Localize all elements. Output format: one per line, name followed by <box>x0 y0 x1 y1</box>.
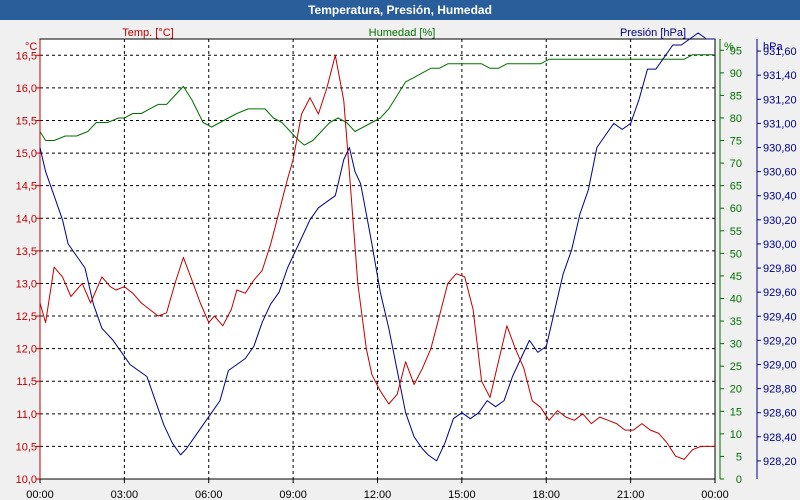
series-layer <box>39 32 715 462</box>
humidity-tick-label: 75 <box>730 136 742 148</box>
pressure-tick-label: 931,00 <box>763 118 797 130</box>
temperature-tick-label: 16,0 <box>16 83 37 95</box>
humidity-tick-label: 15 <box>730 406 742 418</box>
time-tick-label: 18:00 <box>532 489 560 500</box>
humidity-tick-label: 25 <box>730 361 742 373</box>
humidity-tick-label: 60 <box>730 203 742 215</box>
humidity-tick-label: 35 <box>730 316 742 328</box>
pressure-tick-label: 930,40 <box>763 191 797 203</box>
temperature-tick-label: 14,0 <box>16 213 37 225</box>
humidity-tick-label: 55 <box>730 226 742 238</box>
temperature-tick-label: 10,0 <box>16 474 37 486</box>
humidity-tick-label: 85 <box>730 90 742 102</box>
humidity-tick-label: 10 <box>730 429 742 441</box>
chart-canvas: °C Temp. [°C] 10,0 10,5 11,0 11,5 12,0 12,5 13… <box>16 27 797 500</box>
pressure-tick-label: 930,20 <box>763 215 797 227</box>
chart-title: Temperatura, Presión, Humedad <box>0 0 800 20</box>
pressure-tick-label: 929,40 <box>763 311 797 323</box>
pressure-tick-label: 928,40 <box>763 432 797 444</box>
pressure-axis-title: Presión [hPa] <box>620 27 686 39</box>
humidity-series-line <box>39 54 715 146</box>
pressure-tick-label: 929,00 <box>763 359 797 371</box>
humidity-tick-label: 65 <box>730 181 742 193</box>
time-tick-label: 00:00 <box>701 489 729 500</box>
humidity-tick-label: 90 <box>730 68 742 80</box>
temperature-tick-label: 15,0 <box>16 148 37 160</box>
pressure-tick-label: 928,80 <box>763 384 797 396</box>
temperature-tick-label: 11,0 <box>16 409 37 421</box>
time-tick-label: 09:00 <box>279 489 307 500</box>
pressure-tick-label: 928,20 <box>763 456 797 468</box>
time-tick-label: 12:00 <box>364 489 392 500</box>
humidity-tick-label: 40 <box>730 293 742 305</box>
humidity-unit: % <box>724 41 734 53</box>
temperature-tick-label: 10,5 <box>16 441 37 453</box>
humidity-tick-label: 80 <box>730 113 742 125</box>
humidity-tick-label: 95 <box>730 45 742 57</box>
time-tick-label: 00:00 <box>26 489 54 500</box>
pressure-tick-label: 931,20 <box>763 94 797 106</box>
humidity-tick-label: 30 <box>730 339 742 351</box>
humidity-axis-title: Humedad [%] <box>369 27 436 39</box>
humidity-tick-label: 50 <box>730 248 742 260</box>
pressure-tick-label: 928,60 <box>763 408 797 420</box>
gridlines <box>40 39 715 479</box>
time-tick-label: 06:00 <box>195 489 223 500</box>
pressure-tick-label: 931,40 <box>763 70 797 82</box>
temperature-tick-label: 16,5 <box>16 50 37 62</box>
humidity-tick-label: 5 <box>736 451 742 463</box>
pressure-tick-label: 931,60 <box>763 46 797 58</box>
pressure-axis: hPa Presión [hPa] 928,20 928,40 928,60 928,… <box>620 27 797 479</box>
pressure-tick-label: 929,60 <box>763 287 797 299</box>
pressure-tick-label: 930,80 <box>763 142 797 154</box>
humidity-tick-label: 20 <box>730 384 742 396</box>
time-tick-label: 03:00 <box>111 489 139 500</box>
temperature-axis: °C Temp. [°C] 10,0 10,5 11,0 11,5 12,0 12,5 13… <box>16 27 174 486</box>
temperature-tick-label: 15,5 <box>16 115 37 127</box>
pressure-tick-label: 929,20 <box>763 335 797 347</box>
pressure-tick-label: 929,80 <box>763 263 797 275</box>
humidity-tick-label: 0 <box>736 474 742 486</box>
time-axis: 00:0022/01/2503:0022/01/2506:0022/01/250… <box>26 479 729 500</box>
temperature-series-line <box>39 54 715 460</box>
temperature-tick-label: 12,0 <box>16 344 37 356</box>
humidity-tick-label: 70 <box>730 158 742 170</box>
humidity-axis: % Humedad [%] 0 5 10 15 20 25 30 35 40 45 50 55 60 65… <box>369 27 742 486</box>
temperature-tick-label: 12,5 <box>16 311 37 323</box>
pressure-series-line <box>39 32 715 462</box>
temperature-tick-label: 14,5 <box>16 181 37 193</box>
temperature-tick-label: 13,0 <box>16 278 37 290</box>
humidity-tick-label: 45 <box>730 271 742 283</box>
temperature-tick-label: 11,5 <box>16 376 37 388</box>
pressure-tick-label: 930,60 <box>763 167 797 179</box>
temperature-tick-label: 13,5 <box>16 246 37 258</box>
temperature-axis-title: Temp. [°C] <box>122 27 173 39</box>
pressure-unit: hPa <box>763 41 783 53</box>
pressure-tick-label: 930,00 <box>763 239 797 251</box>
time-tick-label: 15:00 <box>448 489 476 500</box>
time-tick-label: 21:00 <box>617 489 645 500</box>
temperature-unit: °C <box>25 41 37 53</box>
